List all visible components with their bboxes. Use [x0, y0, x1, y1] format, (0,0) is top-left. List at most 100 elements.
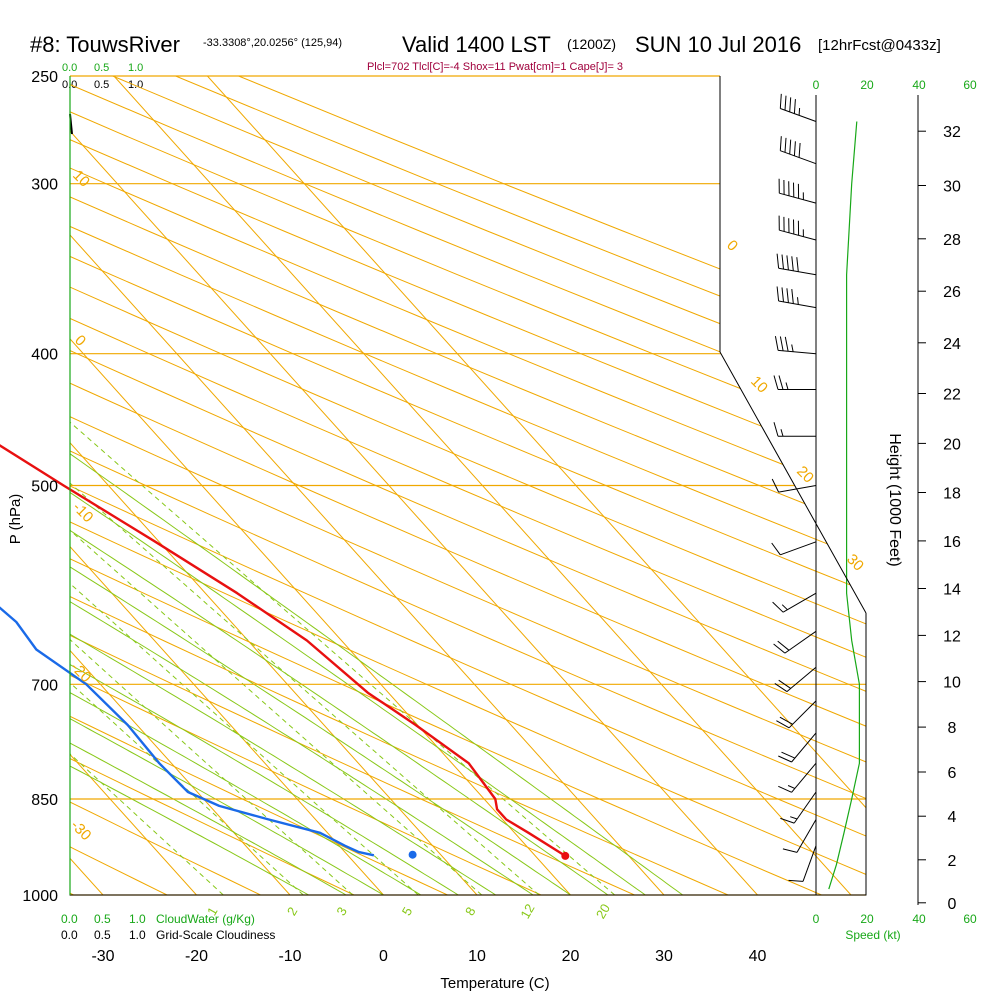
wind-barb — [780, 791, 817, 824]
mixing-ratio-line — [70, 353, 304, 895]
isotherm-line — [70, 76, 197, 895]
dry-adiabat-line — [70, 76, 866, 895]
bottom-speed-tick: 20 — [860, 912, 874, 926]
moist-adiabat-line — [70, 87, 534, 895]
height-tick-label: 28 — [943, 232, 961, 249]
mixing-ratio-label: 2 — [284, 904, 301, 918]
height-tick-label: 12 — [943, 628, 961, 645]
wind-barb — [773, 375, 816, 390]
bottom-cloudwater-tick: 0.0 — [61, 912, 78, 926]
wind-barb — [776, 286, 817, 309]
height-tick-label: 26 — [943, 284, 961, 301]
x-tick-label: 0 — [379, 948, 388, 965]
dry-adiabat-label: 0 — [71, 332, 89, 350]
top-cloudiness-tick: 0.5 — [94, 79, 109, 91]
mixing-ratio-line — [70, 353, 616, 895]
cloudwater-label: CloudWater (g/Kg) — [156, 912, 255, 926]
moist-adiabat-line — [70, 87, 571, 895]
moist-adiabat-line — [70, 87, 309, 895]
mixing-ratio-line — [70, 353, 419, 895]
wind-barb — [778, 215, 817, 241]
top-cloudwater-tick: 0.5 — [94, 62, 109, 74]
wind-speed-profile — [828, 121, 860, 890]
dry-adiabat-line — [70, 76, 866, 895]
height-tick-label: 10 — [943, 675, 961, 692]
moist-adiabat-line — [70, 87, 496, 895]
cloudiness-label: Grid-Scale Cloudiness — [156, 928, 275, 942]
bottom-speed-scale: 0 20 40 60 Speed (kt) — [813, 912, 977, 942]
dry-adiabat-line — [70, 76, 866, 895]
top-cloudiness-scale: 0.0 0.5 1.0 — [62, 79, 143, 91]
dry-adiabat-line — [70, 76, 866, 895]
dry-adiabat-line — [70, 76, 261, 895]
wind-barb — [776, 253, 817, 276]
dry-adiabat-line — [70, 76, 866, 895]
dry-adiabat-line — [70, 76, 866, 895]
x-tick-label: 20 — [562, 948, 580, 965]
x-tick-label: -30 — [91, 948, 114, 965]
height-tick-label: 32 — [943, 124, 961, 141]
height-tick-label: 16 — [943, 534, 961, 551]
wind-barb — [773, 422, 816, 437]
x-tick-label: 10 — [468, 948, 486, 965]
wind-barb — [779, 93, 817, 122]
wind-barb — [788, 845, 817, 882]
pressure-tick-label: 850 — [31, 792, 58, 809]
wind-barb — [771, 541, 817, 556]
dry-adiabat-label: 20 — [793, 463, 817, 487]
top-cloudiness-tick: 1.0 — [128, 79, 143, 91]
dry-adiabat-line — [70, 76, 866, 895]
bottom-cloudwater-tick: 1.0 — [129, 912, 146, 926]
dry-adiabat-line — [70, 76, 355, 895]
height-tick-label: 18 — [943, 486, 961, 503]
height-tick-label: 0 — [948, 896, 957, 913]
dry-adiabat-label: 10 — [69, 167, 93, 191]
dry-adiabat-line — [112, 76, 866, 895]
surface-temperature-dot — [561, 851, 570, 860]
y-axis-title: P (hPa) — [7, 494, 24, 545]
height-tick-label: 20 — [943, 436, 961, 453]
height-tick-label: 30 — [943, 179, 961, 196]
bottom-cloudiness-scale: 0.0 0.5 1.0 Grid-Scale Cloudiness — [61, 928, 275, 942]
isobars — [70, 75, 866, 896]
dry-adiabat-label: -20 — [67, 659, 94, 686]
dry-adiabat-label: -30 — [67, 817, 94, 844]
mixing-ratio-label: 20 — [593, 901, 613, 921]
height-tick-label: 8 — [948, 720, 957, 737]
height-tick-label: 24 — [943, 336, 961, 353]
temperature-trace — [0, 444, 566, 857]
height-tick-label: 14 — [943, 582, 961, 599]
bottom-cloudiness-tick: 0.5 — [94, 928, 111, 942]
wind-panel — [771, 93, 860, 890]
mixing-ratio-label: 3 — [333, 904, 350, 918]
x-tick-label: -20 — [185, 948, 208, 965]
top-speed-tick: 40 — [912, 78, 926, 92]
top-cloudwater-tick: 0.0 — [62, 62, 77, 74]
top-speed-scale: 0 20 40 60 — [813, 78, 977, 92]
wind-barb — [774, 336, 817, 355]
isotherm-line — [70, 76, 384, 895]
mixing-ratio-line — [70, 353, 540, 895]
dewpoint-trace — [0, 606, 375, 857]
x-tick-label: 40 — [749, 948, 767, 965]
mixing-ratio-line — [70, 353, 354, 895]
station-coords: -33.3308°,20.0256° (125,94) — [203, 37, 342, 49]
plot-frame — [69, 76, 867, 896]
dry-adiabat-line — [70, 76, 448, 895]
bottom-speed-tick: 0 — [813, 912, 820, 926]
sounding-traces — [0, 444, 570, 860]
mixing-ratio-label: 8 — [462, 904, 479, 918]
dry-adiabat-line — [70, 76, 866, 895]
bottom-speed-tick: 40 — [912, 912, 926, 926]
height-tick-label: 2 — [948, 853, 957, 870]
isotherm-line — [0, 76, 10, 895]
bottom-cloudwater-tick: 0.5 — [94, 912, 111, 926]
mixing-ratio-label: 5 — [399, 904, 416, 918]
pressure-tick-label: 250 — [31, 69, 58, 86]
wind-barb — [779, 136, 817, 165]
isotherm-line — [70, 76, 291, 895]
bottom-speed-tick: 60 — [963, 912, 977, 926]
pressure-tick-label: 400 — [31, 347, 58, 364]
height-tick-label: 6 — [948, 765, 957, 782]
